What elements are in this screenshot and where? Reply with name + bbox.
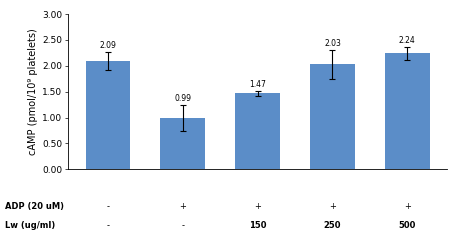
Y-axis label: cAMP (pmol/10⁹ platelets): cAMP (pmol/10⁹ platelets) bbox=[28, 28, 38, 155]
Text: 2.03: 2.03 bbox=[324, 39, 340, 48]
Bar bbox=[309, 64, 354, 169]
Text: -: - bbox=[106, 202, 109, 211]
Text: 2.09: 2.09 bbox=[99, 41, 116, 50]
Text: 500: 500 bbox=[398, 221, 415, 230]
Text: 150: 150 bbox=[248, 221, 266, 230]
Text: +: + bbox=[253, 202, 261, 211]
Text: -: - bbox=[106, 221, 109, 230]
Text: +: + bbox=[328, 202, 335, 211]
Text: 1.47: 1.47 bbox=[248, 80, 266, 89]
Text: +: + bbox=[179, 202, 186, 211]
Bar bbox=[160, 118, 205, 169]
Text: 2.24: 2.24 bbox=[398, 36, 415, 45]
Text: ADP (20 uM): ADP (20 uM) bbox=[5, 202, 63, 211]
Bar bbox=[86, 61, 130, 169]
Text: 250: 250 bbox=[323, 221, 340, 230]
Text: Lw (ug/ml): Lw (ug/ml) bbox=[5, 221, 55, 230]
Bar bbox=[384, 53, 429, 169]
Text: -: - bbox=[181, 221, 184, 230]
Text: 0.99: 0.99 bbox=[174, 94, 191, 103]
Text: +: + bbox=[403, 202, 410, 211]
Bar bbox=[235, 93, 279, 169]
